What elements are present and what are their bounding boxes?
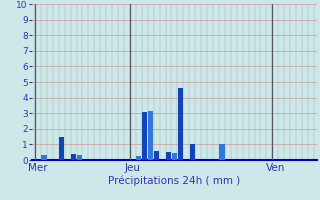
Bar: [136, 156, 141, 160]
Bar: [172, 153, 177, 160]
Bar: [154, 151, 159, 160]
Bar: [148, 111, 153, 160]
Bar: [77, 155, 82, 160]
Bar: [142, 112, 148, 160]
Bar: [166, 152, 171, 160]
X-axis label: Précipitations 24h ( mm ): Précipitations 24h ( mm ): [108, 176, 241, 186]
Bar: [178, 88, 183, 160]
Bar: [59, 137, 64, 160]
Bar: [41, 155, 46, 160]
Bar: [71, 154, 76, 160]
Bar: [189, 144, 195, 160]
Bar: [219, 144, 225, 160]
